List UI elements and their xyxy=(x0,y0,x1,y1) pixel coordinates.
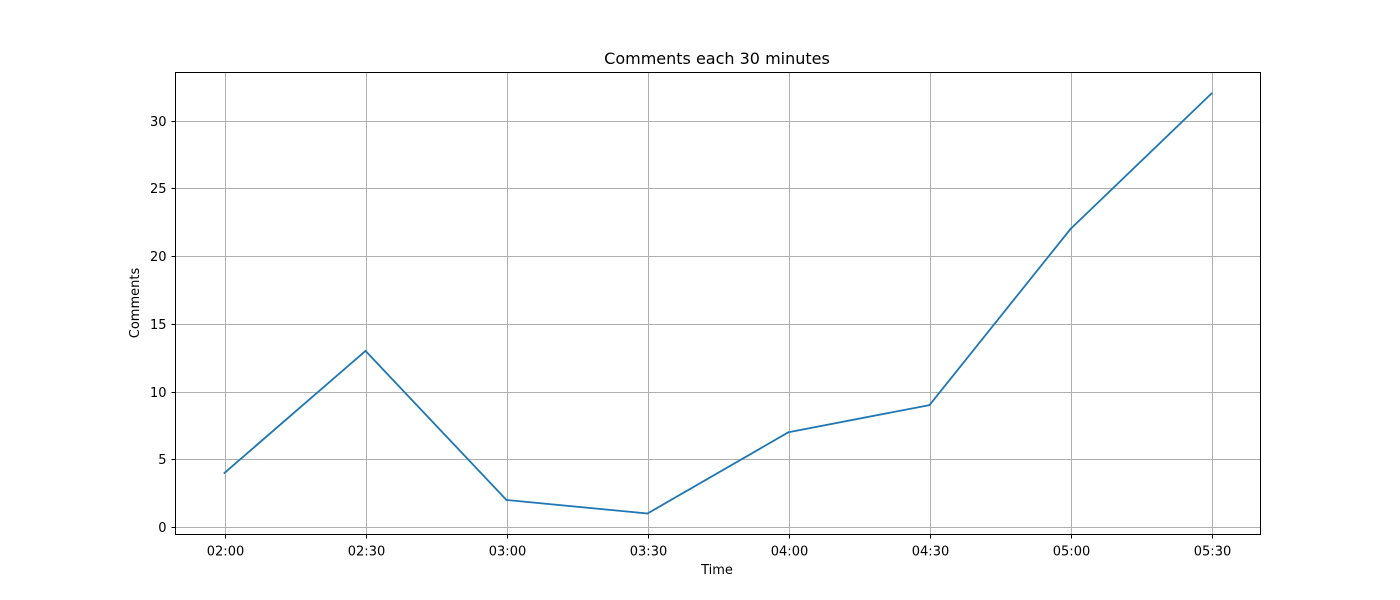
x-tick-label: 05:00 xyxy=(1053,545,1090,560)
series-layer xyxy=(223,92,1213,515)
y-tick-label: 0 xyxy=(158,521,166,536)
data-point xyxy=(1069,228,1072,230)
data-point xyxy=(505,499,508,501)
x-axis: 02:00 02:30 03:00 03:30 04:00 04:30 05:00 05:30 xyxy=(207,534,1231,560)
y-tick-label: 10 xyxy=(150,386,167,401)
x-tick-label: 03:00 xyxy=(489,545,526,560)
y-tick-label: 15 xyxy=(150,318,167,333)
y-tick-label: 5 xyxy=(158,453,166,468)
x-tick-label: 02:00 xyxy=(207,545,244,560)
data-point xyxy=(787,431,790,434)
y-tick-label: 30 xyxy=(150,115,167,130)
x-tick-label: 03:30 xyxy=(630,545,667,560)
data-point xyxy=(223,471,226,474)
data-point xyxy=(928,404,931,407)
y-tick-label: 25 xyxy=(150,182,167,197)
x-tick-label: 05:30 xyxy=(1194,545,1231,560)
x-tick-label: 02:30 xyxy=(348,545,385,560)
x-axis-label: Time xyxy=(700,563,733,578)
data-point xyxy=(1210,92,1213,95)
x-tick-label: 04:30 xyxy=(912,545,949,560)
series-line xyxy=(223,92,1213,515)
x-tick-label: 04:00 xyxy=(771,545,808,560)
data-point xyxy=(646,512,649,515)
y-axis: 0 5 10 15 20 25 30 xyxy=(150,115,176,536)
y-axis-label: Comments xyxy=(128,268,143,339)
grid xyxy=(175,72,1261,535)
y-tick-label: 20 xyxy=(150,250,167,265)
plot-frame xyxy=(175,72,1261,535)
chart-title: Comments each 30 minutes xyxy=(604,49,830,68)
data-point xyxy=(364,349,367,352)
